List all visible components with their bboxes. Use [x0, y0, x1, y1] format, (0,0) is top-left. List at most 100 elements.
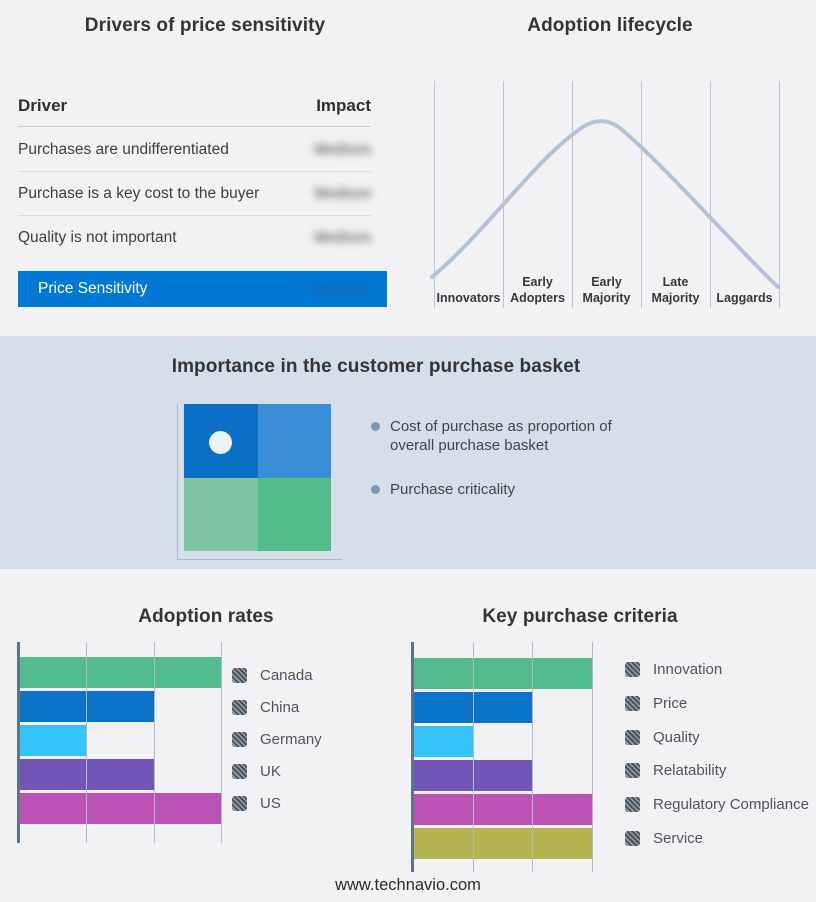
gridline	[86, 642, 88, 843]
bar-china	[20, 691, 155, 722]
legend-item-service: Service	[625, 821, 809, 855]
driver-label: Purchase is a key cost to the buyer	[18, 184, 260, 202]
stage-label: Early Majority	[582, 275, 631, 305]
legend-label: Regulatory Compliance	[653, 796, 809, 814]
impact-value: Medium	[314, 141, 371, 158]
legend-swatch-icon	[625, 830, 640, 846]
website-footer: www.technavio.com	[335, 876, 481, 894]
drivers-table-header: Driver Impact	[18, 96, 371, 127]
lifecycle-curve-svg	[430, 119, 780, 289]
driver-row: Purchase is a key cost to the buyer Mediu…	[18, 172, 371, 216]
adoption-rates-legend: Canada China Germany UK US	[232, 659, 322, 819]
legend-label: Relatability	[653, 762, 727, 780]
stage-divider-line	[572, 81, 573, 308]
bar-relatability	[414, 760, 534, 791]
quadrant-x-axis	[177, 559, 342, 560]
legend-item-canada: Canada	[232, 659, 322, 691]
driver-row: Purchases are undifferentiated Medium	[18, 128, 371, 172]
stage-divider-line	[641, 81, 642, 308]
legend-label: UK	[260, 762, 281, 780]
legend-swatch-icon	[625, 696, 640, 712]
basket-bullet-list: Cost of purchase as proportion of overal…	[371, 417, 641, 525]
legend-swatch-icon	[625, 763, 640, 779]
legend-item-innovation: Innovation	[625, 653, 809, 687]
purchase-basket-quadrant	[184, 404, 331, 551]
legend-swatch-icon	[625, 797, 640, 813]
gridline	[221, 642, 222, 843]
bar-us	[20, 793, 222, 824]
stage-label: Late Majority	[651, 275, 700, 305]
legend-label: Germany	[260, 730, 322, 748]
price-sensitivity-row: Price Sensitivity Medium	[18, 271, 387, 307]
gridline	[472, 642, 474, 872]
adoption-rates-plot	[17, 642, 222, 843]
key-purchase-criteria-legend: Innovation Price Quality Relatability Regula…	[625, 653, 809, 855]
quadrant-bottom-right-cell	[257, 477, 331, 551]
gridline	[153, 642, 155, 843]
quadrant-bottom-left-cell	[184, 477, 258, 551]
legend-item-quality: Quality	[625, 720, 809, 754]
lifecycle-stage-labels: Innovators Early Adopters Early Majority La…	[434, 274, 779, 306]
driver-row: Quality is not important Medium	[18, 216, 371, 259]
legend-item-china: China	[232, 691, 322, 723]
lifecycle-bell-curve	[430, 119, 780, 289]
legend-item-us: US	[232, 787, 322, 819]
gridline	[532, 642, 534, 872]
bar-regulatory-compliance	[414, 794, 593, 825]
bullet-item: Purchase criticality	[371, 480, 641, 499]
stage-label: Early Adopters	[510, 275, 565, 305]
quadrant-top-right-cell	[257, 404, 331, 478]
legend-swatch-icon	[232, 699, 247, 715]
key-purchase-criteria-plot	[411, 642, 593, 872]
price-sensitivity-label: Price Sensitivity	[38, 280, 148, 297]
bullet-text: Cost of purchase as proportion of overal…	[390, 418, 612, 455]
legend-item-germany: Germany	[232, 723, 322, 755]
price-sensitivity-impact-value: Medium	[311, 280, 368, 298]
legend-label: Canada	[260, 666, 313, 684]
drivers-table-rows: Purchases are undifferentiated Medium Purc…	[18, 128, 371, 259]
stage-label: Laggards	[716, 291, 773, 305]
legend-swatch-icon	[232, 731, 247, 747]
stage-divider-line	[503, 81, 504, 308]
bar-service	[414, 828, 593, 859]
driver-column-header: Driver	[18, 96, 68, 115]
adoption-lifecycle-chart: Innovators Early Adopters Early Majority La…	[425, 81, 781, 308]
bar-price	[414, 692, 534, 723]
legend-label: Price	[653, 695, 688, 713]
key-purchase-criteria-bars	[414, 658, 593, 859]
legend-swatch-icon	[625, 729, 640, 745]
impact-column-header: Impact	[316, 96, 371, 115]
drivers-panel-title: Drivers of price sensitivity	[84, 15, 326, 36]
stage-label: Innovators	[436, 291, 501, 305]
bullet-dot-icon	[371, 422, 380, 431]
bar-canada	[20, 657, 222, 688]
legend-swatch-icon	[232, 667, 247, 683]
adoption-rates-title: Adoption rates	[138, 606, 274, 627]
legend-item-price: Price	[625, 687, 809, 721]
legend-label: Innovation	[653, 661, 723, 679]
key-purchase-criteria-title: Key purchase criteria	[482, 606, 678, 627]
lifecycle-panel-title: Adoption lifecycle	[527, 15, 693, 36]
legend-swatch-icon	[232, 795, 247, 811]
gridline	[592, 642, 593, 872]
bar-quality	[414, 726, 474, 757]
bar-uk	[20, 759, 155, 790]
legend-label: China	[260, 698, 300, 716]
bullet-item: Cost of purchase as proportion of overal…	[371, 417, 641, 455]
adoption-rates-bars	[20, 657, 222, 824]
quadrant-y-axis	[177, 404, 178, 560]
legend-label: Service	[653, 829, 704, 847]
legend-item-relatability: Relatability	[625, 754, 809, 788]
purchase-basket-band	[0, 336, 816, 569]
bullet-dot-icon	[371, 485, 380, 495]
stage-divider-line	[434, 81, 435, 308]
legend-swatch-icon	[232, 763, 247, 779]
stage-divider-line	[779, 81, 780, 308]
legend-swatch-icon	[625, 662, 640, 678]
basket-section-title: Importance in the customer purchase bask…	[171, 356, 581, 377]
quadrant-data-point-dot	[209, 431, 232, 454]
legend-label: US	[260, 794, 281, 812]
legend-item-regulatory-compliance: Regulatory Compliance	[625, 788, 809, 822]
bullet-text: Purchase criticality	[390, 481, 516, 499]
